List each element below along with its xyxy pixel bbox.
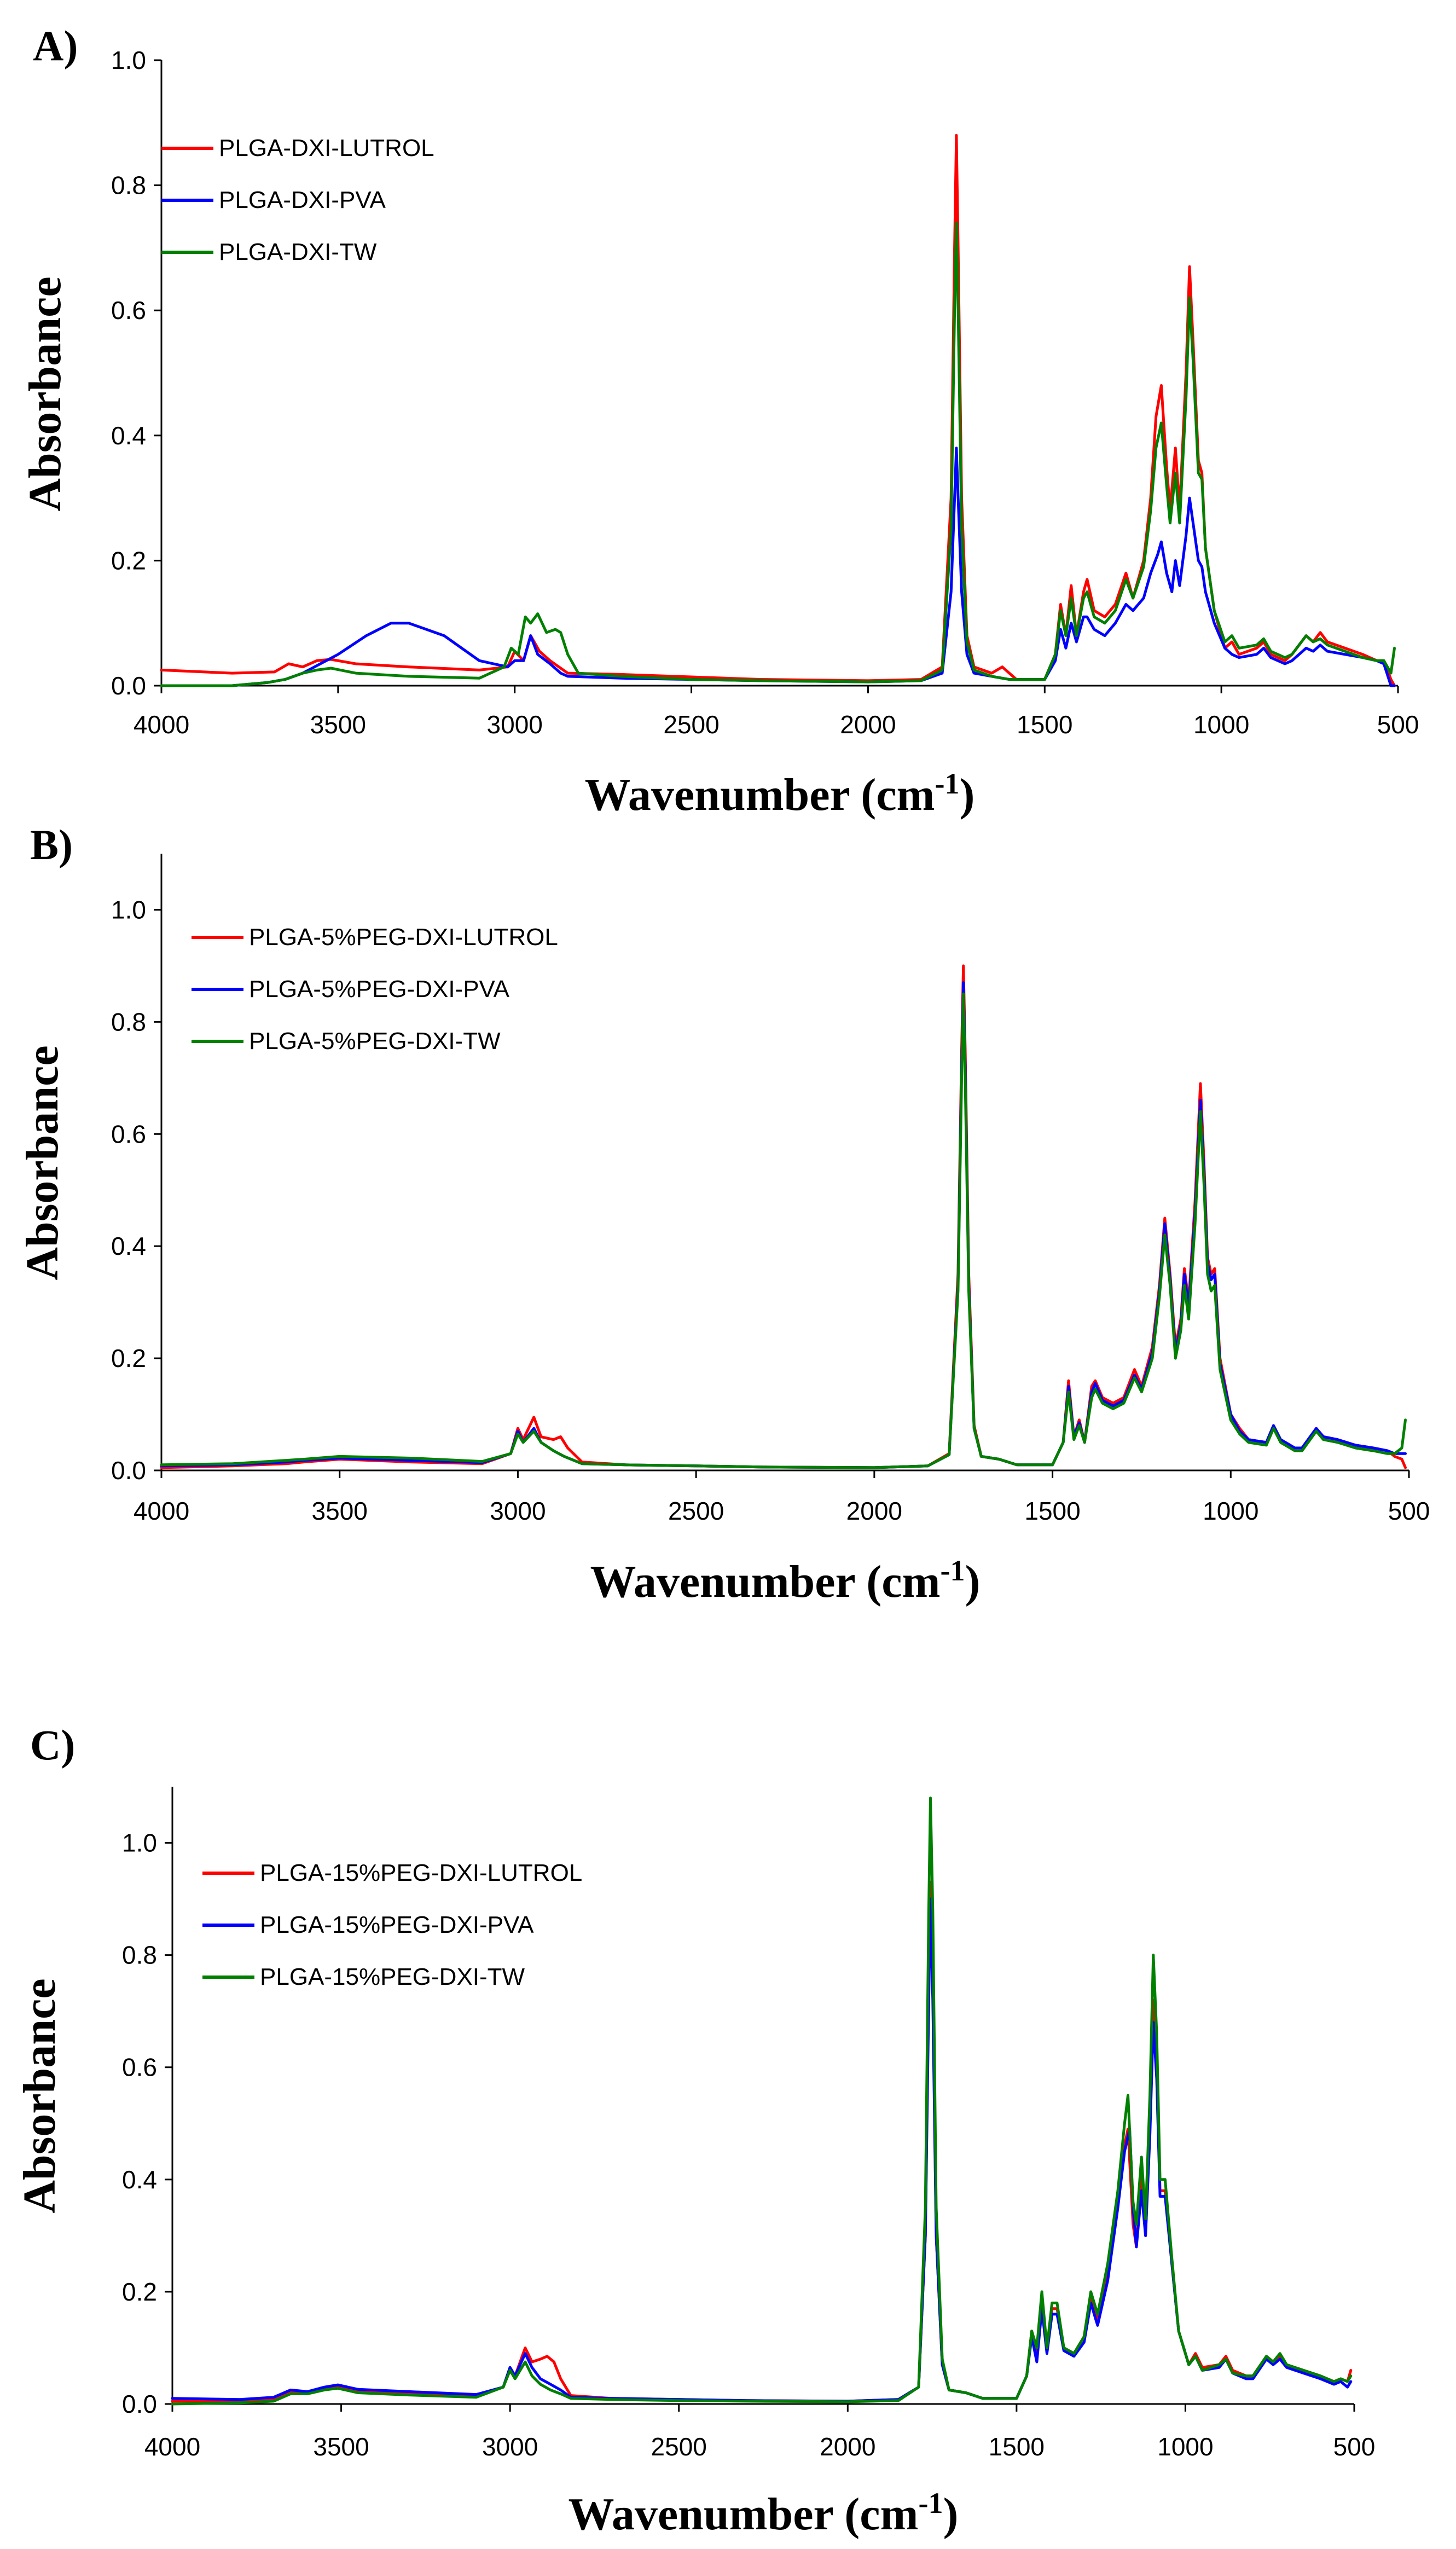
legend-entry: PLGA-DXI-LUTROL	[219, 135, 434, 161]
x-axis-title: Wavenumber (cm-1)	[590, 1554, 980, 1607]
y-tick-label: 1.0	[111, 895, 146, 924]
x-tick-label: 3000	[490, 1497, 546, 1525]
y-tick-label: 1.0	[122, 1829, 157, 1857]
legend-entry: PLGA-15%PEG-DXI-PVA	[260, 1911, 534, 1938]
legend-entry: PLGA-15%PEG-DXI-LUTROL	[260, 1859, 582, 1886]
series-line-3	[160, 221, 1396, 687]
chart-panel-1: A) 0.0 0.2 0.4 0.6 0.8 1.0 4000 3500 3000 2500 2000…	[20, 22, 1419, 820]
x-tick-label: 3000	[487, 710, 543, 739]
panel-label: A)	[33, 22, 78, 69]
y-tick-label: 0.6	[111, 296, 146, 325]
y-tick-label: 0.8	[111, 1007, 146, 1036]
x-tick-label: 3500	[312, 1497, 368, 1525]
y-tick-label: 0.0	[122, 2390, 157, 2418]
y-axis-title: Absorbance	[20, 276, 71, 511]
legend-entry: PLGA-DXI-TW	[219, 239, 377, 265]
x-tick-label: 4000	[144, 2432, 200, 2461]
y-axis-title: Absorbance	[17, 1045, 68, 1280]
x-tick-label: 2000	[820, 2432, 875, 2461]
legend-entry: PLGA-15%PEG-DXI-TW	[260, 1963, 525, 1990]
x-axis-title: Wavenumber (cm-1)	[584, 767, 974, 820]
panel-label: B)	[30, 821, 73, 868]
panel-label: C)	[30, 1721, 75, 1769]
legend-entry: PLGA-5%PEG-DXI-TW	[249, 1028, 501, 1055]
y-tick-label: 0.4	[111, 1232, 146, 1260]
chart-panel-2: B) 0.0 0.2 0.4 0.6 0.8 1.0 4000 3500 3000 2500 2000…	[17, 821, 1430, 1607]
x-tick-label: 4000	[134, 1497, 189, 1525]
y-tick-label: 0.8	[111, 171, 146, 200]
y-tick-label: 0.8	[122, 1941, 157, 1969]
x-tick-label: 3500	[310, 710, 366, 739]
series-line-2	[160, 447, 1396, 687]
x-tick-label: 1000	[1157, 2432, 1213, 2461]
x-axis-title: Wavenumber (cm-1)	[568, 2487, 958, 2540]
x-tick-label: 2000	[840, 710, 896, 739]
chart-panel-3: C) 0.0 0.2 0.4 0.6 0.8 1.0 4000 3500 3000 2500 2000…	[14, 1721, 1375, 2540]
y-tick-label: 0.6	[111, 1120, 146, 1148]
x-tick-label: 500	[1333, 2432, 1376, 2461]
x-tick-label: 4000	[134, 710, 189, 739]
y-tick-label: 0.0	[111, 1456, 146, 1485]
x-tick-label: 3000	[482, 2432, 538, 2461]
legend-entry: PLGA-DXI-PVA	[219, 187, 386, 213]
x-tick-label: 1000	[1203, 1497, 1258, 1525]
y-tick-label: 0.6	[122, 2053, 157, 2082]
y-tick-label: 0.0	[111, 671, 146, 700]
y-tick-label: 0.2	[111, 1344, 146, 1372]
x-tick-label: 500	[1388, 1497, 1430, 1525]
series-line-3	[160, 992, 1407, 1469]
y-tick-label: 0.4	[111, 421, 146, 450]
x-tick-label: 1500	[1017, 710, 1072, 739]
legend-entry: PLGA-5%PEG-DXI-PVA	[249, 976, 510, 1003]
x-tick-label: 1000	[1193, 710, 1249, 739]
y-axis-title: Absorbance	[14, 1978, 65, 2213]
y-tick-label: 1.0	[111, 46, 146, 74]
x-tick-label: 1500	[989, 2432, 1045, 2461]
x-tick-label: 2500	[663, 710, 719, 739]
legend-entry: PLGA-5%PEG-DXI-LUTROL	[249, 924, 558, 951]
x-tick-label: 2500	[668, 1497, 724, 1525]
series-line-3	[171, 1797, 1353, 2406]
y-tick-label: 0.2	[122, 2278, 157, 2306]
x-tick-label: 3500	[313, 2432, 369, 2461]
x-tick-label: 1500	[1024, 1497, 1080, 1525]
x-tick-label: 2500	[651, 2432, 707, 2461]
y-tick-label: 0.4	[122, 2165, 157, 2194]
x-tick-label: 500	[1377, 710, 1419, 739]
x-tick-label: 2000	[846, 1497, 902, 1525]
y-tick-label: 0.2	[111, 546, 146, 575]
